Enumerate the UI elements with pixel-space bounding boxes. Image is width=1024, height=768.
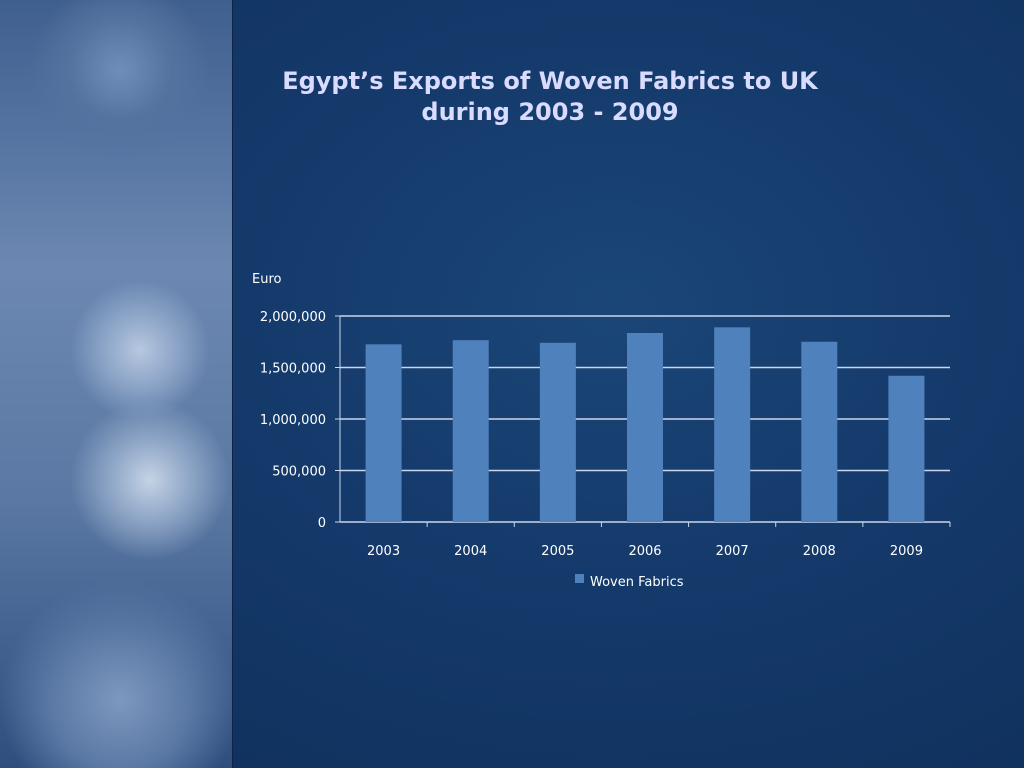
y-tick-label: 1,000,000 xyxy=(260,413,326,428)
decorative-photo-panel xyxy=(0,0,233,768)
y-tick-label: 2,000,000 xyxy=(260,310,326,325)
y-tick-label: 500,000 xyxy=(272,465,326,480)
bar-2008 xyxy=(801,341,838,522)
x-tick-label: 2008 xyxy=(803,544,836,559)
legend-swatch xyxy=(575,574,584,583)
bar-2007 xyxy=(714,327,751,522)
x-tick-label: 2009 xyxy=(890,544,923,559)
x-tick-label: 2005 xyxy=(541,544,574,559)
bar-2009 xyxy=(888,375,925,522)
y-tick-label: 0 xyxy=(318,516,326,531)
legend-label: Woven Fabrics xyxy=(590,575,684,590)
y-tick-label: 1,500,000 xyxy=(260,362,326,377)
x-tick-label: 2007 xyxy=(716,544,749,559)
chart-title: Egypt’s Exports of Woven Fabrics to UK d… xyxy=(232,66,868,128)
y-axis-label: Euro xyxy=(252,272,282,287)
bar-2004 xyxy=(452,340,489,522)
x-tick-label: 2004 xyxy=(454,544,487,559)
bar-2005 xyxy=(539,342,576,522)
title-line-1: Egypt’s Exports of Woven Fabrics to UK xyxy=(282,67,818,95)
x-tick-label: 2003 xyxy=(367,544,400,559)
bar-2003 xyxy=(365,344,402,522)
x-tick-label: 2006 xyxy=(628,544,661,559)
bar-2006 xyxy=(627,332,663,522)
title-line-2: during 2003 - 2009 xyxy=(421,98,679,126)
